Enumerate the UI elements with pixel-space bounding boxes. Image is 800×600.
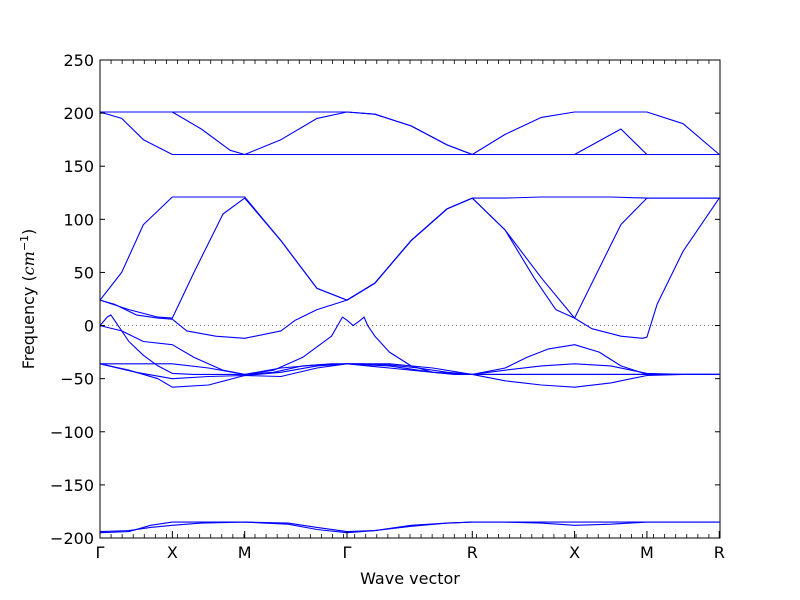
- y-axis-label-exponent: −1: [18, 235, 31, 251]
- series-line-11: [100, 363, 720, 380]
- y-tick-label: −150: [50, 476, 94, 495]
- y-tick-label: 100: [63, 210, 94, 229]
- x-tick-label: M: [640, 543, 654, 562]
- x-axis-label: Wave vector: [360, 569, 460, 588]
- y-tick-label: 200: [63, 104, 94, 123]
- series-line-6: [100, 197, 720, 339]
- series-line-13: [100, 521, 720, 534]
- x-tick-label: Γ: [96, 543, 105, 562]
- x-tick-label: X: [569, 543, 580, 562]
- y-tick-label: 50: [74, 263, 94, 282]
- series-line-2: [100, 111, 720, 156]
- y-axis-label-suffix: ): [19, 229, 38, 235]
- axis-ticks: −200 −150 −100 −50 0 50 100 150 200 250 Γ X M Γ R X M R: [50, 51, 725, 562]
- y-axis-label: Frequency (cm−1): [18, 229, 39, 370]
- y-tick-label: −200: [50, 529, 94, 548]
- plot-background: [100, 60, 720, 538]
- x-tick-label: R: [714, 543, 725, 562]
- series-line-3: [100, 111, 720, 156]
- y-tick-label: 150: [63, 157, 94, 176]
- x-tick-label: M: [238, 543, 252, 562]
- series-line-8: [100, 325, 720, 375]
- x-tick-label: Γ: [343, 543, 352, 562]
- y-tick-label: 0: [84, 317, 94, 336]
- series-line-9: [100, 363, 720, 375]
- y-tick-label: 250: [63, 51, 94, 70]
- x-tick-label: X: [167, 543, 178, 562]
- series-line-10: [100, 363, 720, 388]
- y-axis-label-prefix: Frequency (: [19, 275, 38, 369]
- x-tick-label: R: [467, 543, 478, 562]
- y-tick-label: −100: [50, 423, 94, 442]
- y-tick-label: −50: [60, 370, 94, 389]
- y-axis-label-unit: cm: [19, 251, 38, 275]
- series-group: [100, 111, 720, 534]
